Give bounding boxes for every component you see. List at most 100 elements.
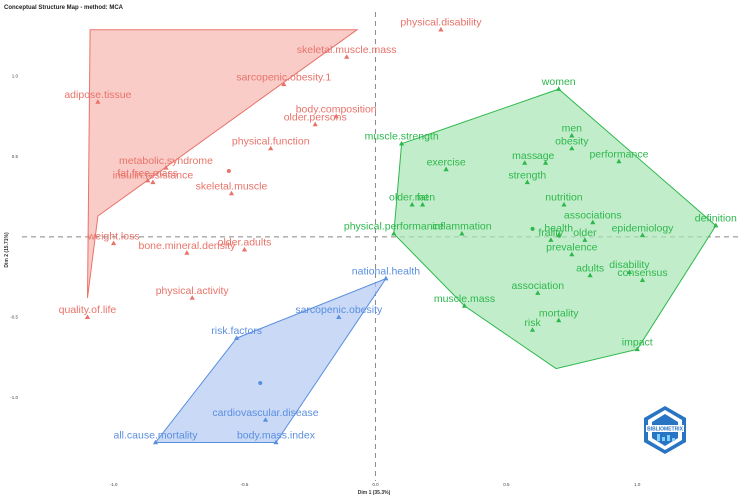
label-skeletal.muscle.mass: skeletal.muscle.mass	[297, 44, 397, 56]
label-national.health: national.health	[352, 266, 420, 278]
label-skeletal.muscle: skeletal.muscle	[196, 180, 268, 192]
label-physical.activity: physical.activity	[156, 285, 230, 297]
point-consensus	[639, 277, 646, 282]
point-risk.factors	[234, 335, 240, 340]
label-insulin.resistance: insulin.resistance	[113, 169, 194, 181]
point-metabolic.syndrome	[163, 165, 169, 170]
point-definition	[713, 222, 719, 228]
point-men	[569, 132, 575, 138]
label-women: women	[541, 76, 576, 88]
y-axis-label: Dim 2 (15.71%)	[4, 232, 10, 268]
label-physical.disability: physical.disability	[400, 17, 482, 29]
label-mass: mass	[512, 150, 537, 162]
label-risk: risk	[524, 317, 541, 329]
point-older.men	[409, 201, 415, 207]
label-nutrition: nutrition	[545, 192, 583, 204]
point-association	[535, 290, 541, 295]
y-tick-label: -1.0	[10, 395, 18, 400]
point-body.mass.index	[273, 439, 279, 445]
label-strength: strength	[508, 169, 546, 181]
chart-title: Conceptual Structure Map - method: MCA	[4, 5, 124, 11]
cluster-1-hull	[87, 29, 359, 298]
label-older.persons: older.persons	[284, 111, 347, 123]
point-older.adults	[241, 246, 248, 252]
label-definition: definition	[695, 213, 737, 225]
x-tick-label: -0.5	[241, 482, 249, 487]
point-strength	[524, 179, 530, 185]
point-women	[556, 86, 562, 91]
label-mortality: mortality	[539, 307, 579, 319]
y-tick-label: 0.5	[12, 154, 19, 159]
point-impact	[634, 346, 640, 352]
point-body.composition	[333, 113, 339, 119]
point-adults	[587, 272, 593, 278]
point-frailty	[548, 237, 554, 242]
x-tick-label: 0.5	[503, 482, 510, 487]
logo-text: BIBLIOMETRIX	[647, 427, 683, 433]
cluster-3-centroid	[258, 381, 263, 386]
x-tick-label: 1.0	[634, 482, 641, 487]
point-risk	[529, 327, 536, 332]
point-sarcopenic.obesity.1	[281, 81, 287, 87]
label-disability: disability	[609, 259, 650, 271]
label-inflammation: inflammation	[432, 221, 492, 233]
point-quality.of.life	[84, 314, 91, 319]
point-mortality	[556, 317, 562, 323]
label-physical.function: physical.function	[232, 136, 310, 148]
point-fat	[420, 201, 426, 207]
label-older.adults: older.adults	[218, 237, 272, 249]
point-epidemiology	[639, 232, 646, 238]
point-adipose.tissue	[95, 99, 101, 104]
point-physical.performance	[391, 230, 397, 236]
point-weight.loss	[111, 240, 117, 246]
point-all.cause.mortality	[152, 439, 159, 445]
point-fat.free.mass	[145, 177, 151, 183]
point-muscle.strength	[399, 140, 405, 146]
label-older.men: older.men	[389, 192, 435, 204]
point-older	[582, 237, 588, 242]
label-quality.of.life: quality.of.life	[59, 304, 117, 316]
label-men: men	[562, 123, 583, 135]
label-fat.free.mass: fat.free.mass	[117, 168, 178, 180]
label-sarcopenic.obesity.1: sarcopenic.obesity.1	[236, 71, 331, 83]
point-skeletal.muscle.mass	[344, 54, 350, 59]
label-fat: fat	[417, 192, 429, 204]
point-performance	[616, 158, 622, 164]
point-physical.disability	[438, 26, 444, 32]
label-weight.loss: weight.loss	[87, 230, 140, 242]
label-body.composition: body.composition	[296, 103, 377, 115]
label-bone.mineral.density: bone.mineral.density	[139, 240, 237, 252]
label-risk.factors: risk.factors	[211, 325, 262, 337]
point-mass	[522, 160, 528, 165]
label-associations: associations	[564, 209, 622, 221]
bibliometrix-logo: BIBLIOMETRIX	[644, 406, 686, 454]
label-association: association	[512, 280, 565, 292]
label-performance: performance	[589, 148, 648, 160]
label-older: older	[573, 227, 597, 239]
label-age: age	[537, 150, 555, 162]
label-cardiovascular.disease: cardiovascular.disease	[212, 407, 318, 419]
point-obesity	[569, 145, 575, 151]
point-nutrition	[561, 201, 567, 207]
label-adipose.tissue: adipose.tissue	[64, 89, 131, 101]
point-sarcopenic.obesity	[336, 314, 342, 319]
label-body.mass.index: body.mass.index	[237, 429, 316, 441]
x-axis-label: Dim 1 (35.3%)	[358, 490, 391, 496]
label-consensus: consensus	[617, 267, 667, 279]
point-associations	[590, 219, 596, 225]
point-insulin.resistance	[150, 179, 156, 185]
point-physical.function	[268, 145, 274, 151]
point-age	[543, 160, 549, 165]
y-tick-label: 1.0	[12, 74, 19, 79]
cluster-2-hull	[393, 88, 717, 370]
point-inflammation	[459, 230, 465, 236]
point-prevalence	[569, 251, 575, 257]
point-muscle.mass	[461, 303, 468, 308]
label-exercise: exercise	[427, 156, 466, 168]
term-labels: physical.disability skeletal.muscle.mass s…	[59, 17, 737, 442]
label-prevalence: prevalence	[546, 242, 598, 254]
y-tick-label: -0.5	[10, 315, 18, 320]
term-points	[84, 26, 719, 445]
point-disability	[626, 269, 632, 274]
